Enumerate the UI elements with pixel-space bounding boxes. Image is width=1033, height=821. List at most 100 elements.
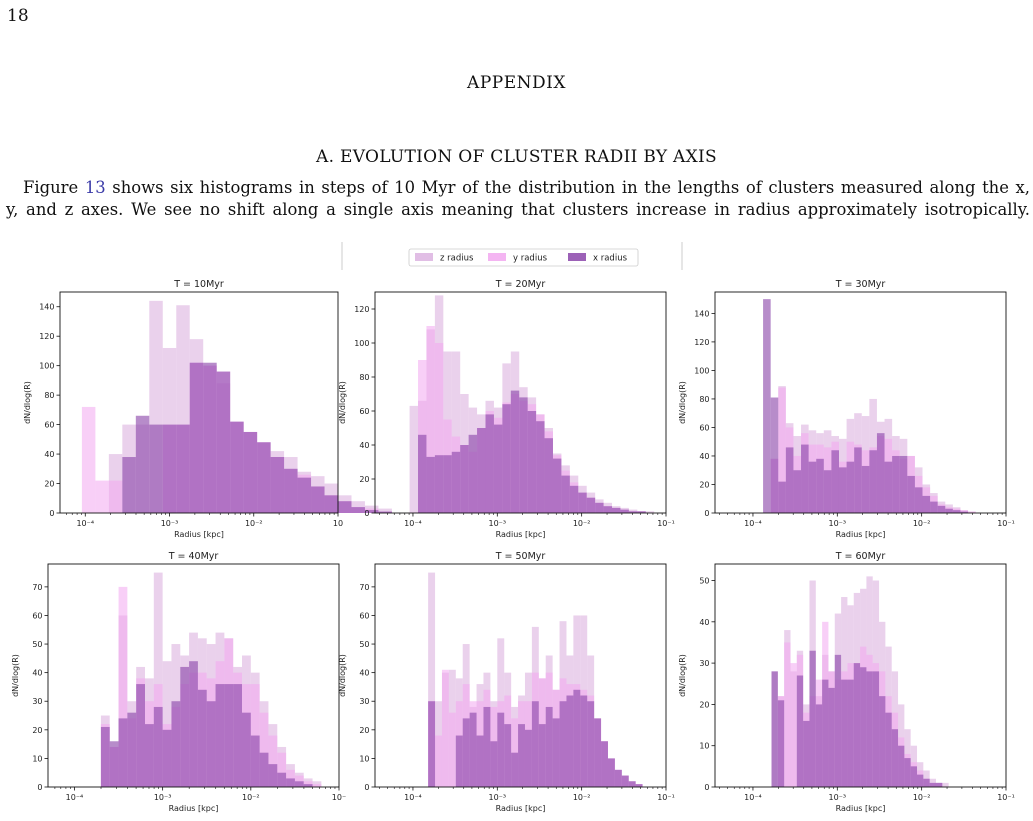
x-tick-label: 10⁻	[332, 793, 346, 802]
bar-x	[621, 775, 629, 787]
x-tick-label: 10⁻¹	[997, 519, 1015, 528]
y-axis-label: dN/dlog(R)	[338, 654, 347, 697]
plot-frame	[714, 563, 1007, 788]
y-tick-label: 100	[39, 362, 54, 371]
series-x	[763, 299, 969, 513]
bar-x	[233, 684, 242, 787]
bar-x	[531, 701, 539, 787]
y-tick-label: 50	[32, 640, 42, 649]
bar-x	[510, 390, 520, 513]
x-axis-label: Radius [kpc]	[169, 804, 219, 813]
bar-x	[914, 487, 923, 513]
x-tick-label: 10⁻³	[488, 793, 506, 802]
y-tick-label: 40	[699, 618, 709, 627]
legend-label-x: x radius	[593, 254, 628, 264]
bar-x	[929, 782, 936, 787]
bar-x	[614, 769, 622, 787]
bar-x	[569, 485, 579, 513]
bar-x	[770, 397, 779, 513]
bar-x	[904, 758, 911, 787]
y-tick-label: 60	[359, 611, 369, 620]
bar-x	[930, 501, 938, 513]
y-tick-label: 40	[359, 441, 369, 450]
paragraph-line-1: Figure 13 shows six histograms in steps …	[6, 177, 1030, 199]
bar-x	[511, 752, 519, 787]
bar-x	[884, 461, 893, 513]
y-tick-label: 50	[359, 640, 369, 649]
bar-x	[497, 712, 505, 787]
bar-x	[428, 701, 436, 787]
bar-x	[145, 724, 154, 787]
bar-x	[259, 752, 269, 787]
bar-x	[809, 650, 816, 787]
bar-y	[118, 586, 128, 787]
histogram-panel-6: T = 60Myr 0 10 20 30 40 50 10⁻⁴ 10⁻³ 10⁻² 10⁻¹ Radi…	[678, 551, 1015, 813]
x-tick-label: 10⁻⁴	[66, 793, 84, 802]
bar-x	[907, 475, 915, 513]
y-tick-label: 100	[694, 366, 709, 375]
bar-x	[561, 475, 570, 513]
y-tick-label: 70	[359, 583, 369, 592]
bar-x	[872, 671, 880, 787]
bar-x	[171, 701, 181, 787]
y-tick-label: 80	[44, 391, 54, 400]
bar-x	[250, 735, 260, 787]
bar-x	[518, 724, 525, 787]
bar-x	[628, 511, 638, 513]
bar-x	[771, 671, 778, 787]
bar-x	[831, 450, 839, 513]
bar-z	[153, 572, 163, 787]
bar-x	[297, 477, 312, 513]
bar-x	[544, 438, 553, 513]
bar-x	[224, 684, 234, 787]
bar-x	[127, 712, 137, 787]
y-axis-label: dN/dlog(R)	[11, 654, 20, 697]
x-tick-label: 10⁻⁴	[404, 793, 422, 802]
bar-x	[149, 424, 163, 513]
bar-z	[162, 661, 172, 787]
y-tick-label: 50	[699, 577, 709, 586]
bar-x	[277, 772, 287, 787]
bar-x	[861, 465, 870, 513]
bar-y	[81, 406, 96, 513]
bar-x	[601, 741, 608, 787]
bar-x	[885, 712, 892, 787]
y-tick-label: 40	[44, 450, 54, 459]
bar-x	[109, 741, 119, 787]
panel-title: T = 50Myr	[495, 551, 546, 562]
bar-x	[451, 451, 461, 513]
bar-x	[215, 684, 225, 787]
bar-x	[828, 687, 835, 787]
bar-x	[834, 654, 842, 787]
appendix-heading: APPENDIX	[467, 73, 566, 93]
bar-x	[504, 724, 512, 787]
bar-x	[243, 431, 258, 513]
bar-y	[95, 480, 109, 513]
bar-x	[303, 784, 313, 787]
y-tick-label: 70	[32, 583, 42, 592]
bar-x	[846, 461, 855, 513]
bar-x	[801, 444, 809, 513]
legend-item-y: y radius	[488, 253, 548, 264]
bar-y	[441, 669, 449, 787]
y-tick-label: 30	[32, 697, 42, 706]
paragraph-line-2: y, and z axes. We see no shift along a s…	[6, 200, 1030, 219]
y-tick-label: 140	[694, 309, 709, 318]
bar-x	[841, 679, 848, 787]
bar-x	[778, 481, 786, 513]
bar-x	[270, 457, 285, 513]
y-tick-label: 120	[354, 305, 369, 314]
x-tick-label: 10⁻²	[573, 519, 591, 528]
x-tick-label: 10⁻⁴	[404, 519, 422, 528]
figure-link[interactable]: 13	[84, 178, 106, 197]
bar-z	[409, 405, 419, 513]
bar-x	[879, 696, 886, 787]
y-tick-label: 0	[364, 783, 369, 792]
bar-x	[891, 729, 899, 787]
bar-x	[443, 455, 452, 513]
bar-x	[823, 470, 832, 513]
y-tick-label: 0	[704, 509, 709, 518]
bar-x	[455, 735, 463, 787]
bar-x	[268, 764, 278, 787]
bar-x	[485, 414, 494, 513]
